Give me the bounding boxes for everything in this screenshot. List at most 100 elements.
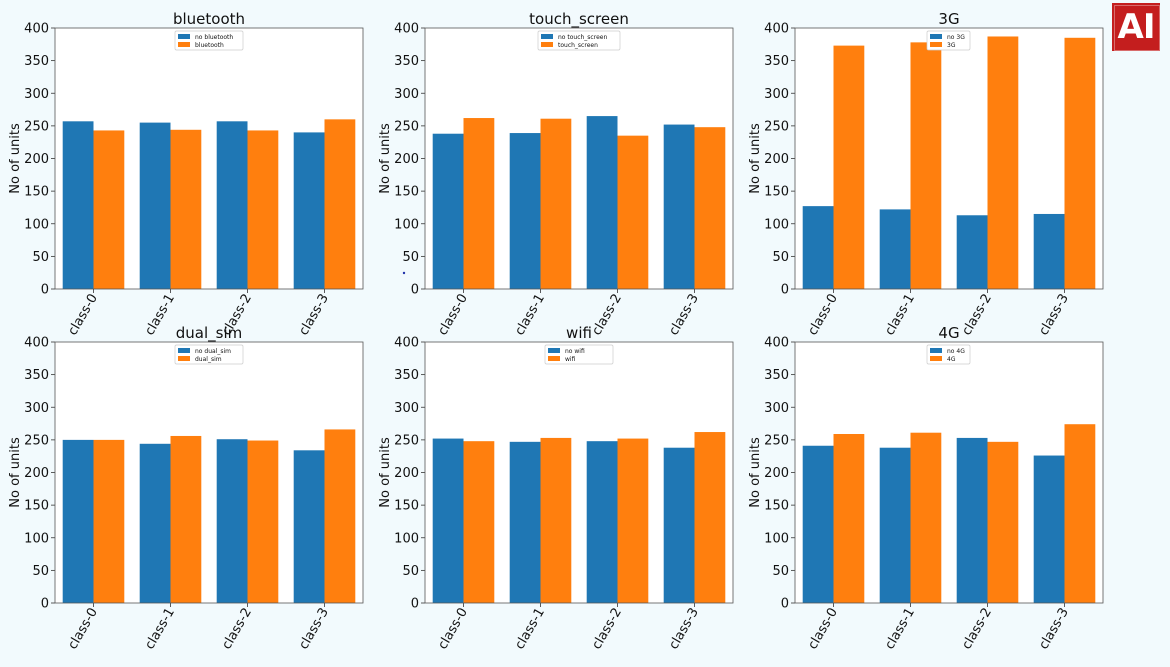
legend-box <box>537 30 621 51</box>
chart-panel-2: class-0 class-1 class-2 class-3 0 50 100 150 200… <box>748 10 1104 339</box>
y-tick-label: 400 <box>24 336 49 351</box>
y-tick-label: 0 <box>411 597 419 612</box>
y-tick-label: 0 <box>41 283 49 298</box>
y-tick-label: 300 <box>24 87 49 102</box>
y-tick-label: 50 <box>772 564 789 579</box>
chart-title: 3G <box>938 10 959 28</box>
y-tick-label: 200 <box>764 466 789 481</box>
legend-label: no 4G <box>947 348 965 355</box>
x-tick-label: class-3 <box>1036 292 1072 339</box>
y-tick-label: 200 <box>764 152 789 167</box>
legend-label: wifi <box>565 356 576 363</box>
axes-frame <box>794 341 1104 604</box>
y-tick-label: 250 <box>764 433 789 448</box>
y-tick-label: 0 <box>411 283 419 298</box>
bar-no-dual-sim-class-0 <box>62 439 94 604</box>
bar-bluetooth-class-3 <box>324 119 356 289</box>
y-tick-label: 50 <box>32 250 49 265</box>
y-tick-label: 100 <box>394 531 419 546</box>
bar-bluetooth-class-1 <box>170 129 202 289</box>
x-tick-label: class-1 <box>512 606 548 653</box>
y-tick-label: 250 <box>394 433 419 448</box>
legend-swatch <box>178 356 190 361</box>
bar-bluetooth-class-2 <box>247 130 279 289</box>
bar-no-touch-screen-class-2 <box>586 116 618 289</box>
legend-label: no touch_screen <box>558 34 607 41</box>
y-tick-label: 50 <box>32 564 49 579</box>
chart-panel-3: class-0 class-1 class-2 class-3 0 50 100 150 200… <box>8 324 364 653</box>
y-tick-label: 300 <box>24 401 49 416</box>
y-tick-label: 150 <box>24 499 49 514</box>
y-tick-label: 100 <box>764 217 789 232</box>
x-tick-label: class-2 <box>219 606 255 653</box>
bar-no-dual-sim-class-3 <box>293 450 325 603</box>
x-tick-label: class-3 <box>1036 606 1072 653</box>
legend-label: 4G <box>947 356 956 363</box>
bar-no-4G-class-2 <box>956 437 988 603</box>
legend-swatch <box>930 42 942 47</box>
y-tick-label: 0 <box>41 597 49 612</box>
x-tick-label: class-3 <box>296 292 332 339</box>
y-tick-label: 300 <box>394 87 419 102</box>
y-tick-label: 250 <box>24 433 49 448</box>
bar-no-dual-sim-class-1 <box>139 443 171 603</box>
bar-no-wifi-class-1 <box>509 441 541 603</box>
y-tick-label: 350 <box>394 368 419 383</box>
bar-no-touch-screen-class-1 <box>509 133 541 289</box>
y-tick-label: 100 <box>394 217 419 232</box>
y-axis-label: No of units <box>378 437 393 508</box>
bar-wifi-class-0 <box>463 441 495 603</box>
y-tick-label: 200 <box>24 466 49 481</box>
axes-frame <box>424 341 734 604</box>
y-tick-label: 350 <box>764 368 789 383</box>
y-tick-label: 350 <box>394 54 419 69</box>
legend-swatch <box>930 356 942 361</box>
bar-no-bluetooth-class-1 <box>139 122 171 289</box>
bar-bluetooth-class-0 <box>93 130 125 289</box>
y-tick-label: 400 <box>764 336 789 351</box>
y-axis-label: No of units <box>378 123 393 194</box>
y-tick-label: 250 <box>764 119 789 134</box>
y-tick-label: 150 <box>394 185 419 200</box>
x-tick-label: class-1 <box>882 606 918 653</box>
y-tick-label: 250 <box>394 119 419 134</box>
y-tick-label: 100 <box>24 217 49 232</box>
y-tick-label: 300 <box>394 401 419 416</box>
y-tick-label: 50 <box>772 250 789 265</box>
bar-no-4G-class-1 <box>879 447 911 603</box>
legend-label: bluetooth <box>195 42 224 49</box>
axes-frame <box>54 341 364 604</box>
bar-no-touch-screen-class-3 <box>663 124 695 289</box>
legend-swatch <box>930 348 942 353</box>
x-tick-label: class-0 <box>65 292 101 339</box>
bar-3G-class-0 <box>833 45 865 290</box>
legend-label: no wifi <box>565 348 585 355</box>
y-tick-label: 350 <box>24 54 49 69</box>
y-tick-label: 400 <box>24 22 49 37</box>
y-tick-label: 150 <box>24 185 49 200</box>
chart-title: wifi <box>566 324 592 342</box>
bar-touch-screen-class-0 <box>463 118 495 289</box>
bar-4G-class-3 <box>1064 424 1096 603</box>
bar-dual-sim-class-0 <box>93 439 125 604</box>
y-axis-label: No of units <box>748 437 763 508</box>
bar-3G-class-3 <box>1064 37 1096 289</box>
bar-no-bluetooth-class-0 <box>62 121 94 289</box>
bar-no-3G-class-1 <box>879 209 911 289</box>
legend-swatch <box>930 34 942 39</box>
chart-title: dual_sim <box>176 324 242 343</box>
legend-swatch <box>178 34 190 39</box>
y-tick-label: 350 <box>764 54 789 69</box>
y-tick-label: 200 <box>394 466 419 481</box>
x-tick-label: class-0 <box>435 606 471 653</box>
chart-panel-1: class-0 class-1 class-2 class-3 0 50 100 150 200… <box>378 10 734 338</box>
bar-touch-screen-class-3 <box>694 127 726 290</box>
y-tick-label: 400 <box>394 22 419 37</box>
y-axis-label: No of units <box>748 123 763 194</box>
bar-no-wifi-class-0 <box>432 438 464 603</box>
chart-panel-4: class-0 class-1 class-2 class-3 0 50 100 150 200… <box>378 324 734 653</box>
